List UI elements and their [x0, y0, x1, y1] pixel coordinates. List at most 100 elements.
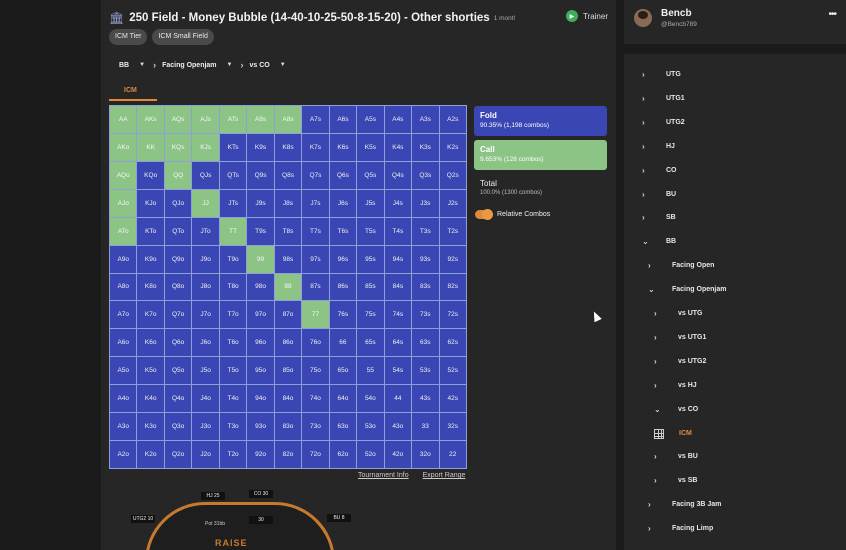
- hand-cell[interactable]: 73s: [412, 301, 439, 329]
- hand-cell[interactable]: 76s: [329, 301, 357, 329]
- hand-cell[interactable]: 83s: [412, 273, 439, 301]
- hand-cell[interactable]: TT: [219, 217, 247, 245]
- hand-cell[interactable]: AKo: [110, 133, 137, 161]
- crumb-action[interactable]: Facing Openjam: [162, 61, 217, 69]
- hand-cell[interactable]: A8s: [274, 106, 302, 133]
- hand-cell[interactable]: Q4s: [384, 161, 412, 189]
- hand-cell[interactable]: 42s: [439, 385, 466, 413]
- hand-cell[interactable]: QTs: [219, 161, 247, 189]
- hand-cell[interactable]: KQo: [137, 161, 164, 189]
- chevron-right-icon[interactable]: ›: [642, 189, 645, 199]
- hand-cell[interactable]: T3s: [412, 217, 439, 245]
- tree-item-vs-sb[interactable]: › vs SB: [654, 476, 697, 485]
- hand-cell[interactable]: 65s: [357, 329, 384, 357]
- hand-cell[interactable]: Q7s: [302, 161, 329, 189]
- hand-cell[interactable]: 87s: [302, 273, 329, 301]
- hand-cell[interactable]: JTo: [192, 217, 219, 245]
- hand-cell[interactable]: T4s: [384, 217, 412, 245]
- hand-cell[interactable]: A5s: [357, 106, 384, 133]
- chevron-right-icon[interactable]: ›: [654, 476, 657, 486]
- hand-cell[interactable]: 52o: [357, 441, 384, 468]
- hand-cell[interactable]: K2o: [137, 441, 164, 468]
- hand-cell[interactable]: AA: [110, 106, 137, 133]
- hand-cell[interactable]: Q2o: [164, 441, 192, 468]
- hand-cell[interactable]: JTs: [219, 189, 247, 217]
- hand-cell[interactable]: J5o: [192, 357, 219, 385]
- hand-cell[interactable]: 85o: [274, 357, 302, 385]
- hand-cell[interactable]: 64o: [329, 385, 357, 413]
- tree-item-facing-open[interactable]: › Facing Open: [648, 261, 714, 270]
- tournament-info-link[interactable]: Tournament Info: [358, 472, 409, 479]
- hand-cell[interactable]: T9s: [247, 217, 274, 245]
- hand-cell[interactable]: A4s: [384, 106, 412, 133]
- hand-cell[interactable]: T8o: [219, 273, 247, 301]
- hand-cell[interactable]: 76o: [302, 329, 329, 357]
- hand-cell[interactable]: T2o: [219, 441, 247, 468]
- hand-cell[interactable]: 97o: [247, 301, 274, 329]
- hand-cell[interactable]: 22: [439, 441, 466, 468]
- hand-cell[interactable]: T3o: [219, 413, 247, 441]
- hand-cell[interactable]: 53s: [412, 357, 439, 385]
- hand-cell[interactable]: ATo: [110, 217, 137, 245]
- hand-cell[interactable]: KJs: [192, 133, 219, 161]
- export-range-link[interactable]: Export Range: [422, 472, 466, 479]
- hand-cell[interactable]: J8s: [274, 189, 302, 217]
- hand-cell[interactable]: Q5o: [164, 357, 192, 385]
- hand-cell[interactable]: 97s: [302, 245, 329, 273]
- crumb-versus[interactable]: vs CO: [249, 61, 270, 69]
- hand-cell[interactable]: Q6o: [164, 329, 192, 357]
- hand-cell[interactable]: A7o: [110, 301, 137, 329]
- tree-item-co[interactable]: › CO: [642, 166, 677, 175]
- tab-icm[interactable]: ICM: [124, 87, 137, 94]
- trainer-button[interactable]: ▶ Trainer: [565, 10, 608, 22]
- hand-cell[interactable]: 88: [274, 273, 302, 301]
- hand-cell[interactable]: A3o: [110, 413, 137, 441]
- hand-cell[interactable]: 75s: [357, 301, 384, 329]
- hand-cell[interactable]: A2s: [439, 106, 466, 133]
- hand-cell[interactable]: KJo: [137, 189, 164, 217]
- hand-cell[interactable]: Q7o: [164, 301, 192, 329]
- hand-cell[interactable]: 96o: [247, 329, 274, 357]
- chevron-down-icon[interactable]: ⌄: [648, 285, 655, 295]
- hand-cell[interactable]: A3s: [412, 106, 439, 133]
- more-menu-icon[interactable]: •••: [828, 9, 836, 20]
- tree-item-bu[interactable]: › BU: [642, 190, 676, 199]
- hand-cell[interactable]: 63o: [329, 413, 357, 441]
- hand-cell[interactable]: K4o: [137, 385, 164, 413]
- hand-cell[interactable]: Q9s: [247, 161, 274, 189]
- hand-cell[interactable]: T5o: [219, 357, 247, 385]
- hand-cell[interactable]: 82o: [274, 441, 302, 468]
- hand-cell[interactable]: 84o: [274, 385, 302, 413]
- hand-cell[interactable]: 54o: [357, 385, 384, 413]
- hand-cell[interactable]: A9s: [247, 106, 274, 133]
- hand-cell[interactable]: K7s: [302, 133, 329, 161]
- chevron-right-icon[interactable]: ›: [654, 309, 657, 318]
- hand-cell[interactable]: 87o: [274, 301, 302, 329]
- chevron-right-icon[interactable]: ›: [654, 356, 657, 366]
- hand-cell[interactable]: 75o: [302, 357, 329, 385]
- hand-cell[interactable]: 73o: [302, 413, 329, 441]
- hand-cell[interactable]: K2s: [439, 133, 466, 161]
- chevron-right-icon[interactable]: ›: [648, 261, 651, 271]
- hand-cell[interactable]: 93s: [412, 245, 439, 273]
- hand-cell[interactable]: 95o: [247, 357, 274, 385]
- toggle-switch[interactable]: [475, 209, 493, 220]
- hand-cell[interactable]: J3s: [412, 189, 439, 217]
- hand-cell[interactable]: KTs: [219, 133, 247, 161]
- chevron-right-icon[interactable]: ›: [642, 165, 645, 175]
- hand-cell[interactable]: K7o: [137, 301, 164, 329]
- hand-cell[interactable]: Q5s: [357, 161, 384, 189]
- tree-item-facing-3b-jam[interactable]: › Facing 3B Jam: [648, 500, 721, 509]
- tree-item-vs-utg[interactable]: › vs UTG: [654, 309, 703, 318]
- chevron-down-icon[interactable]: ⌄: [654, 404, 661, 414]
- hand-cell[interactable]: 84s: [384, 273, 412, 301]
- tree-item-vs-utg2[interactable]: › vs UTG2: [654, 357, 706, 366]
- tree-item-hj[interactable]: › HJ: [642, 142, 675, 151]
- hand-cell[interactable]: Q3o: [164, 413, 192, 441]
- hand-cell[interactable]: Q2s: [439, 161, 466, 189]
- hand-cell[interactable]: J4s: [384, 189, 412, 217]
- hand-cell[interactable]: A4o: [110, 385, 137, 413]
- avatar[interactable]: [634, 9, 652, 27]
- hand-cell[interactable]: K9s: [247, 133, 274, 161]
- hand-cell[interactable]: 72o: [302, 441, 329, 468]
